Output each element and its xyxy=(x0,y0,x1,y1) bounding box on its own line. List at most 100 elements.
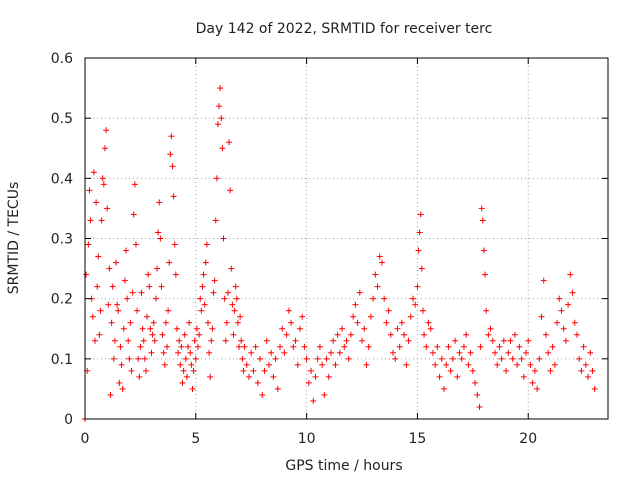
data-point xyxy=(189,385,196,392)
data-point xyxy=(86,187,93,194)
data-point xyxy=(144,313,151,320)
data-point xyxy=(85,241,92,248)
data-point xyxy=(198,307,205,314)
data-point xyxy=(150,319,157,326)
data-point xyxy=(220,235,227,242)
data-point xyxy=(415,247,422,254)
data-point xyxy=(545,349,552,356)
data-point xyxy=(236,343,243,350)
data-point xyxy=(491,349,498,356)
data-point xyxy=(196,331,203,338)
data-point xyxy=(168,133,175,140)
data-point xyxy=(237,313,244,320)
data-point xyxy=(141,355,148,362)
data-point xyxy=(554,319,561,326)
data-point xyxy=(407,313,414,320)
data-point xyxy=(149,331,156,338)
data-point xyxy=(569,289,576,296)
data-point xyxy=(587,349,594,356)
data-point xyxy=(97,307,104,314)
data-point xyxy=(376,253,383,260)
data-point xyxy=(199,283,206,290)
data-point xyxy=(240,367,247,374)
data-point xyxy=(181,331,188,338)
data-point xyxy=(263,337,270,344)
data-point xyxy=(122,247,129,254)
y-tick-label: 0.1 xyxy=(51,352,73,368)
data-point xyxy=(159,331,166,338)
data-point xyxy=(374,283,381,290)
data-point xyxy=(104,205,111,212)
y-tick-label: 0.4 xyxy=(51,171,73,187)
data-point xyxy=(432,361,439,368)
data-point xyxy=(551,361,558,368)
data-point xyxy=(183,373,190,380)
data-point xyxy=(231,307,238,314)
y-tick-label: 0.6 xyxy=(51,51,73,67)
data-point xyxy=(156,199,163,206)
data-point xyxy=(138,289,145,296)
data-point xyxy=(208,337,215,344)
x-axis-label: GPS time / hours xyxy=(285,458,402,474)
data-point xyxy=(227,187,234,194)
data-point xyxy=(248,349,255,356)
x-tick-labels: 0 5 10 15 20 xyxy=(81,431,538,447)
data-point xyxy=(485,331,492,338)
data-point xyxy=(571,319,578,326)
data-point xyxy=(89,313,96,320)
data-point xyxy=(132,241,139,248)
data-point xyxy=(562,337,569,344)
data-point xyxy=(175,349,182,356)
data-point xyxy=(219,145,226,152)
data-point xyxy=(101,145,108,152)
data-point xyxy=(405,337,412,344)
y-tick-label: 0.2 xyxy=(51,292,73,308)
data-point xyxy=(171,241,178,248)
data-point xyxy=(265,361,272,368)
data-point xyxy=(176,337,183,344)
data-point xyxy=(191,337,198,344)
data-point xyxy=(578,367,585,374)
data-point xyxy=(124,295,131,302)
data-point xyxy=(361,325,368,332)
data-point xyxy=(469,367,476,374)
data-point xyxy=(363,361,370,368)
data-point xyxy=(95,253,102,260)
data-point xyxy=(477,343,484,350)
data-point xyxy=(511,331,518,338)
data-point xyxy=(434,343,441,350)
data-point xyxy=(154,265,161,272)
data-point xyxy=(238,337,245,344)
data-point xyxy=(163,343,170,350)
data-point xyxy=(372,271,379,278)
data-point xyxy=(129,289,136,296)
data-point xyxy=(118,361,125,368)
x-tick-label: 5 xyxy=(191,431,200,447)
data-point xyxy=(392,355,399,362)
data-point xyxy=(135,355,142,362)
data-point xyxy=(529,379,536,386)
data-point xyxy=(83,271,90,278)
data-point xyxy=(321,391,328,398)
data-point xyxy=(209,325,216,332)
data-point xyxy=(310,397,317,404)
data-point xyxy=(234,319,241,326)
data-point xyxy=(157,235,164,242)
data-point xyxy=(158,283,165,290)
data-point xyxy=(417,211,424,218)
data-point xyxy=(91,337,98,344)
data-point xyxy=(421,331,428,338)
data-point xyxy=(483,307,490,314)
data-point xyxy=(460,343,467,350)
y-tick-label: 0.5 xyxy=(51,111,73,127)
data-point xyxy=(365,343,372,350)
data-point xyxy=(115,307,122,314)
data-point xyxy=(531,367,538,374)
data-point xyxy=(585,373,592,380)
data-point xyxy=(465,361,472,368)
data-point xyxy=(356,289,363,296)
axis-ticks xyxy=(84,57,608,420)
data-point xyxy=(330,337,337,344)
data-point xyxy=(232,283,239,290)
data-point xyxy=(223,319,230,326)
